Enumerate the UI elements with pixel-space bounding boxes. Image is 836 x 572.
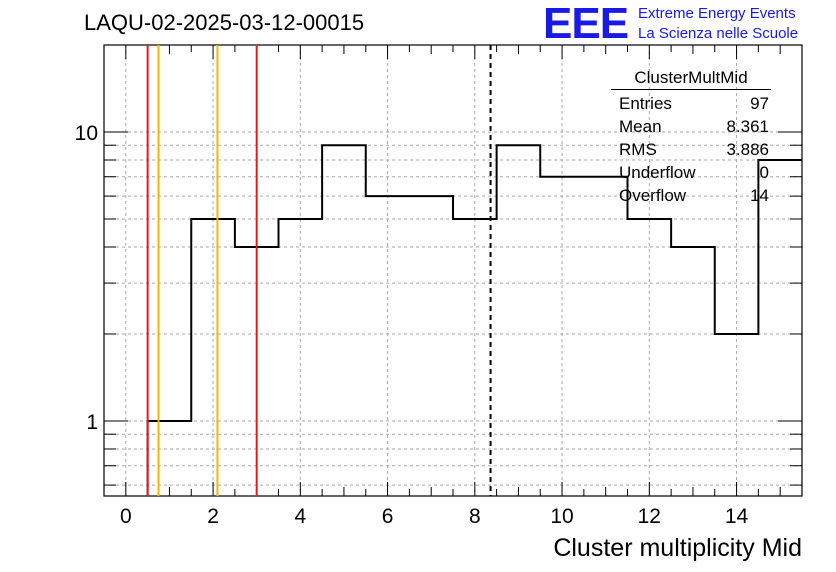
x-tick-label: 10 (550, 505, 573, 528)
stats-value: 8.361 (726, 117, 769, 136)
histogram-bin (540, 177, 584, 496)
histogram-bin (715, 334, 759, 496)
stats-label: Underflow (619, 163, 696, 182)
stats-row-mean: Mean 8.361 (611, 115, 771, 138)
histogram-bin (497, 145, 541, 496)
histogram-step-line (146, 144, 802, 496)
x-tick-label: 2 (207, 505, 219, 528)
stats-box: ClusterMultMid Entries 97 Mean 8.361 RMS… (611, 68, 771, 207)
stats-label: Overflow (619, 186, 687, 205)
x-tick-label: 12 (638, 505, 661, 528)
stats-label: Entries (619, 94, 672, 113)
stats-row-overflow: Overflow 14 (611, 184, 771, 207)
x-tick-label: 0 (120, 505, 132, 528)
histogram-bin (322, 145, 366, 496)
stats-value: 0 (759, 163, 769, 182)
histogram-bin (584, 177, 628, 496)
x-axis-label: Cluster multiplicity Mid (553, 534, 802, 562)
stats-row-rms: RMS 3.886 (611, 138, 771, 161)
x-tick-label: 4 (294, 505, 306, 528)
histogram-bin (628, 219, 672, 496)
x-tick-label: 14 (725, 505, 749, 528)
stats-box-title: ClusterMultMid (611, 68, 771, 90)
histogram-bin (671, 247, 715, 496)
logo-caption-line2: La Scienza nelle Scuole (638, 25, 799, 42)
stats-row-entries: Entries 97 (611, 92, 771, 115)
histogram-bin (191, 219, 235, 496)
stats-value: 97 (750, 94, 769, 113)
stats-value: 3.886 (726, 140, 769, 159)
x-tick-label: 6 (382, 505, 394, 528)
y-tick-label: 10 (75, 122, 98, 145)
logo-caption-line1: Extreme Energy Events (638, 5, 796, 22)
histogram-bin (148, 421, 192, 496)
histogram-bin (366, 196, 410, 496)
stats-row-underflow: Underflow 0 (611, 161, 771, 184)
chart-title: LAQU-02-2025-03-12-00015 (84, 10, 365, 35)
stats-label: RMS (619, 140, 657, 159)
histogram-bin (758, 160, 802, 496)
histogram-bin (279, 219, 323, 496)
eee-logo: EEE (543, 0, 629, 48)
histogram-bin (409, 196, 453, 496)
stats-label: Mean (619, 117, 662, 136)
stats-value: 14 (750, 186, 769, 205)
x-tick-label: 8 (469, 505, 481, 528)
logo-caption: Extreme Energy Events La Scienza nelle S… (638, 4, 798, 44)
y-tick-label: 1 (86, 411, 98, 434)
